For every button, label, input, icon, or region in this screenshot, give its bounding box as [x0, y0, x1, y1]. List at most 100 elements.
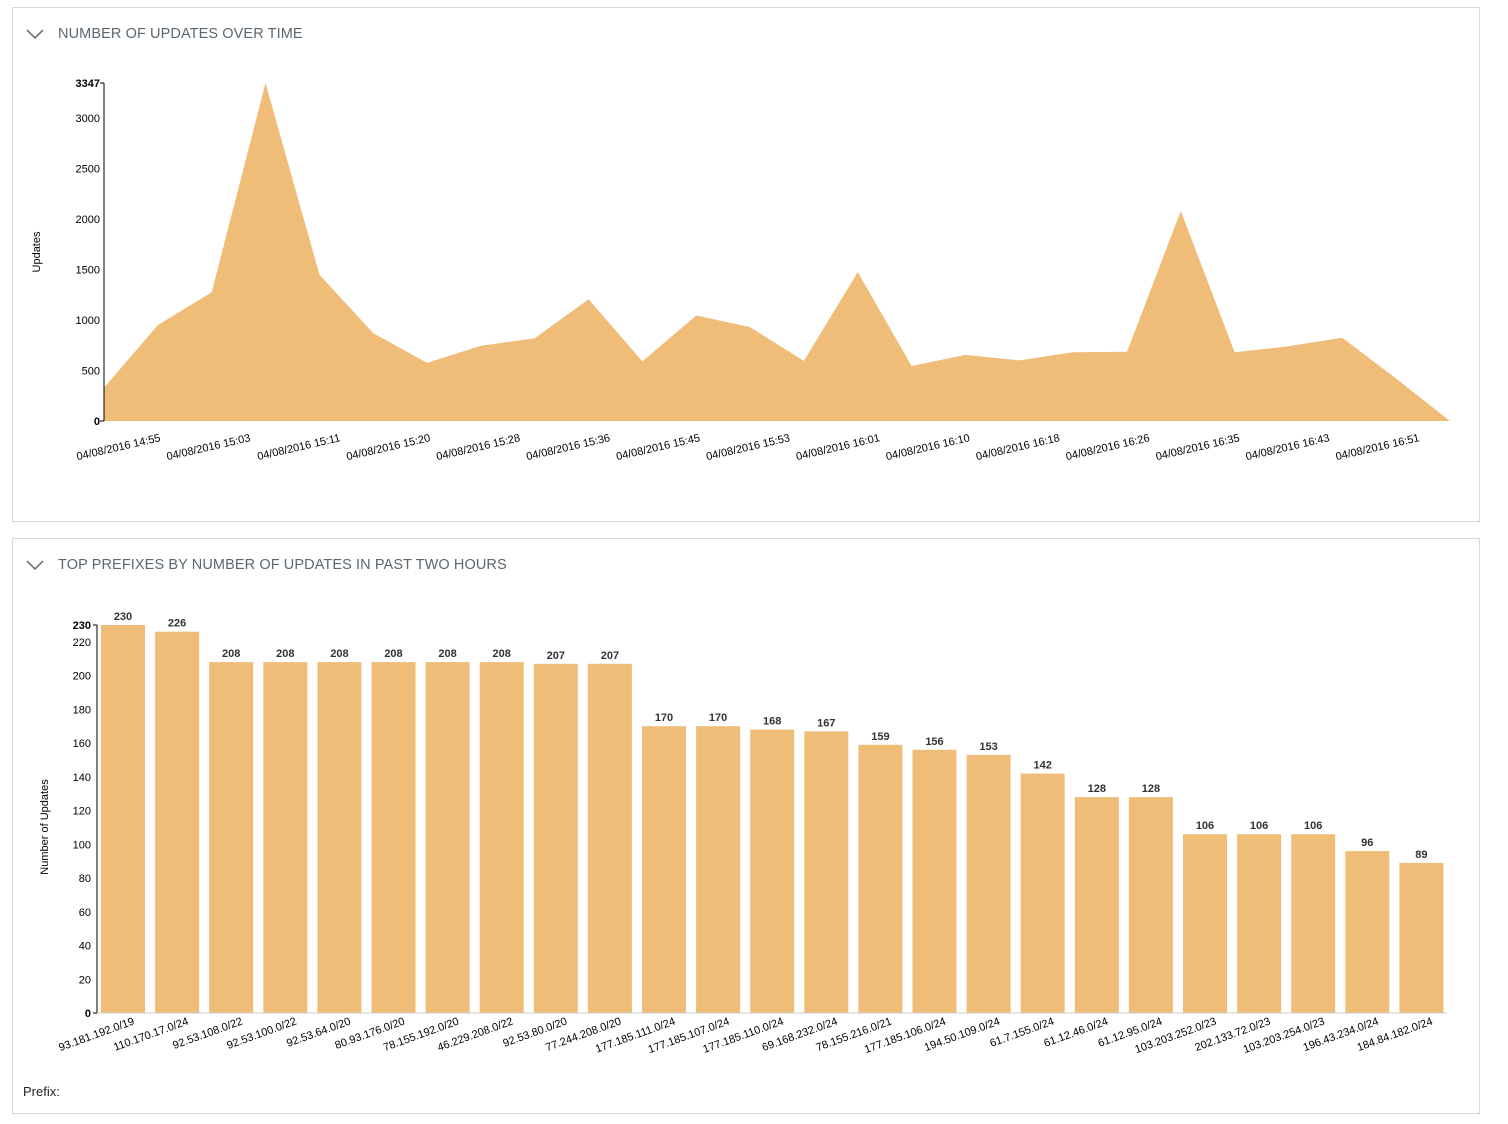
bar	[533, 663, 578, 1013]
y-tick-label: 80	[79, 873, 91, 885]
bar-value-label: 208	[438, 648, 456, 660]
bar	[425, 662, 470, 1013]
y-tick-label: 500	[82, 366, 100, 378]
y-tick-label: 140	[73, 772, 91, 784]
bar	[101, 625, 145, 1013]
y-tick-label: 160	[73, 738, 91, 750]
bar	[1183, 834, 1227, 1013]
x-tick-label: 04/08/2016 15:20	[345, 432, 431, 463]
bar	[642, 726, 686, 1013]
bar-value-label: 230	[114, 611, 132, 623]
bar-value-label: 208	[222, 648, 240, 660]
bar	[155, 631, 200, 1013]
updates-over-time-header[interactable]: NUMBER OF UPDATES OVER TIME	[25, 23, 303, 45]
y-tick-max-label: 230	[73, 620, 91, 632]
bar	[479, 662, 524, 1013]
bar	[858, 744, 903, 1013]
panel-title: TOP PREFIXES BY NUMBER OF UPDATES IN PAS…	[58, 557, 507, 573]
bar	[696, 726, 741, 1013]
bar	[1345, 851, 1390, 1013]
x-tick-label: 04/08/2016 15:11	[256, 432, 341, 463]
bar-value-label: 208	[330, 648, 348, 660]
x-tick-label: 04/08/2016 16:10	[885, 432, 971, 463]
prefix-label: Prefix:	[23, 1084, 60, 1099]
bar	[750, 729, 795, 1013]
x-tick-label: 04/08/2016 15:36	[525, 432, 611, 463]
bar	[1020, 773, 1065, 1013]
y-tick-label: 2500	[76, 164, 100, 176]
x-tick-label: 04/08/2016 16:01	[795, 432, 881, 463]
x-tick-label: 04/08/2016 15:45	[615, 432, 701, 463]
bar	[1399, 862, 1444, 1013]
x-tick-label: 04/08/2016 16:51	[1335, 432, 1421, 463]
bar	[804, 731, 849, 1013]
updates-over-time-panel: NUMBER OF UPDATES OVER TIME 3347 0 500 1000…	[12, 7, 1480, 522]
x-tick-label: 04/08/2016 15:28	[435, 432, 521, 463]
y-tick-label: 1500	[76, 265, 100, 277]
bar-value-label: 106	[1304, 820, 1322, 832]
bar-value-label: 170	[709, 712, 727, 724]
bar-value-label: 159	[871, 731, 889, 743]
bar	[912, 749, 957, 1013]
y-axis-title: Number of Updates	[39, 779, 51, 875]
y-tick-label: 0	[94, 416, 100, 428]
bar	[1237, 834, 1282, 1013]
bar-value-label: 168	[763, 716, 781, 728]
y-tick-label: 20	[79, 974, 91, 986]
x-tick-label: 04/08/2016 15:03	[165, 432, 251, 463]
y-tick-label: 180	[73, 704, 91, 716]
chevron-down-icon[interactable]	[25, 27, 45, 41]
bar	[1291, 834, 1336, 1013]
top-prefixes-header[interactable]: TOP PREFIXES BY NUMBER OF UPDATES IN PAS…	[25, 554, 507, 576]
updates-area-series	[104, 83, 1450, 421]
bar	[371, 662, 416, 1013]
bar-value-label: 207	[601, 650, 619, 662]
bar-value-label: 106	[1250, 820, 1268, 832]
bar-value-label: 226	[168, 618, 186, 630]
chevron-down-icon[interactable]	[25, 558, 45, 572]
y-tick-label: 1000	[76, 315, 100, 327]
top-prefixes-panel: TOP PREFIXES BY NUMBER OF UPDATES IN PAS…	[12, 538, 1480, 1114]
y-tick-max-label: 3347	[76, 78, 100, 90]
updates-area-chart: 3347 0 500 1000 1500 2000 2500 3000 Updates 04/08…	[31, 78, 1450, 463]
y-tick-label: 120	[73, 806, 91, 818]
x-tick-label: 04/08/2016 16:43	[1245, 432, 1331, 463]
bar	[1074, 797, 1119, 1013]
y-tick-label: 220	[73, 637, 91, 649]
y-tick-label: 2000	[76, 214, 100, 226]
bar-value-label: 128	[1142, 783, 1160, 795]
bar	[263, 662, 308, 1013]
panel-title: NUMBER OF UPDATES OVER TIME	[58, 26, 303, 42]
y-tick-label: 3000	[76, 113, 100, 125]
bar-value-label: 208	[276, 648, 294, 660]
x-tick-label: 04/08/2016 15:53	[705, 432, 791, 463]
bar-value-label: 153	[979, 741, 997, 753]
x-tick-label: 04/08/2016 16:35	[1155, 432, 1241, 463]
x-tick-label: 04/08/2016 14:55	[76, 432, 162, 463]
bar-value-label: 208	[493, 648, 511, 660]
y-tick-label: 0	[85, 1008, 91, 1020]
bar	[209, 662, 254, 1013]
bar	[966, 754, 1011, 1013]
x-tick-label: 04/08/2016 16:26	[1065, 432, 1151, 463]
bar-value-label: 128	[1088, 783, 1106, 795]
bar-value-label: 96	[1361, 837, 1373, 849]
bar-value-label: 106	[1196, 820, 1214, 832]
y-tick-label: 40	[79, 941, 91, 953]
y-axis-title: Updates	[31, 231, 43, 272]
bar-value-label: 167	[817, 717, 835, 729]
bar	[317, 662, 362, 1013]
y-tick-label: 200	[73, 671, 91, 683]
bar-value-label: 170	[655, 712, 673, 724]
x-tick-label: 04/08/2016 16:18	[975, 432, 1061, 463]
y-tick-label: 100	[73, 839, 91, 851]
bar-value-label: 142	[1034, 760, 1052, 772]
bar	[587, 663, 632, 1013]
bar-value-label: 208	[384, 648, 402, 660]
y-tick-label: 60	[79, 907, 91, 919]
bar-value-label: 156	[925, 736, 943, 748]
top-prefixes-bar-chart: 230 226 208 208 208 208 208 208 207 207 170 170 168 1…	[39, 611, 1447, 1056]
bar-value-label: 207	[547, 650, 565, 662]
bar-value-label: 89	[1415, 849, 1427, 861]
bar	[1128, 797, 1173, 1013]
